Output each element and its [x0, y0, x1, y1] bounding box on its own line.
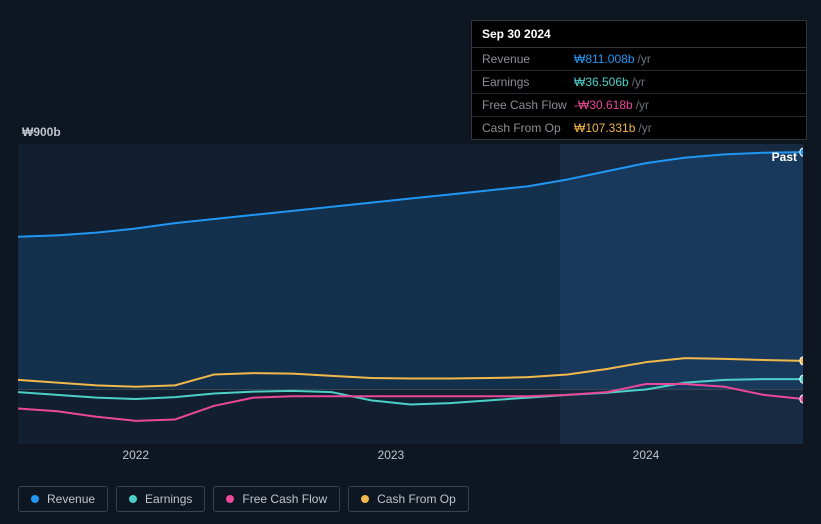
- legend-label: Cash From Op: [377, 492, 456, 506]
- x-axis-label: 2022: [122, 448, 149, 462]
- legend-dot-icon: [226, 495, 234, 503]
- tooltip-row: Cash From Op₩107.331b/yr: [472, 117, 806, 139]
- tooltip-row-value: ₩107.331b/yr: [574, 121, 652, 135]
- tooltip-row-label: Cash From Op: [482, 121, 574, 135]
- tooltip-row-label: Revenue: [482, 52, 574, 66]
- series-endpoint-cash_from_op: [800, 357, 803, 365]
- legend-item-cash_from_op[interactable]: Cash From Op: [348, 486, 469, 512]
- y-axis-label: ₩900b: [22, 125, 61, 139]
- legend-dot-icon: [361, 495, 369, 503]
- chart-legend: Revenue Earnings Free Cash Flow Cash From O…: [18, 486, 469, 512]
- series-endpoint-free_cash_flow: [800, 395, 803, 403]
- legend-item-earnings[interactable]: Earnings: [116, 486, 205, 512]
- series-endpoint-earnings: [800, 375, 803, 383]
- tooltip-row-label: Earnings: [482, 75, 574, 89]
- tooltip-row-value: ₩811.008b/yr: [574, 52, 651, 66]
- chart-tooltip: Sep 30 2024 Revenue₩811.008b/yrEarnings₩…: [471, 20, 807, 140]
- past-label: Past: [772, 150, 797, 164]
- tooltip-row: Earnings₩36.506b/yr: [472, 71, 806, 94]
- legend-label: Earnings: [145, 492, 192, 506]
- tooltip-row: Free Cash Flow-₩30.618b/yr: [472, 94, 806, 117]
- tooltip-rows: Revenue₩811.008b/yrEarnings₩36.506b/yrFr…: [472, 48, 806, 139]
- legend-label: Revenue: [47, 492, 95, 506]
- legend-item-revenue[interactable]: Revenue: [18, 486, 108, 512]
- financials-chart: Sep 30 2024 Revenue₩811.008b/yrEarnings₩…: [0, 0, 821, 524]
- legend-item-free_cash_flow[interactable]: Free Cash Flow: [213, 486, 340, 512]
- tooltip-row-label: Free Cash Flow: [482, 98, 574, 112]
- tooltip-row-value: -₩30.618b/yr: [574, 98, 649, 112]
- chart-plot-area[interactable]: [18, 144, 803, 444]
- tooltip-row: Revenue₩811.008b/yr: [472, 48, 806, 71]
- x-axis-label: 2023: [378, 448, 405, 462]
- x-axis-label: 2024: [633, 448, 660, 462]
- legend-dot-icon: [31, 495, 39, 503]
- legend-label: Free Cash Flow: [242, 492, 327, 506]
- tooltip-row-value: ₩36.506b/yr: [574, 75, 645, 89]
- legend-dot-icon: [129, 495, 137, 503]
- series-endpoint-revenue: [800, 148, 803, 156]
- tooltip-date: Sep 30 2024: [472, 21, 806, 48]
